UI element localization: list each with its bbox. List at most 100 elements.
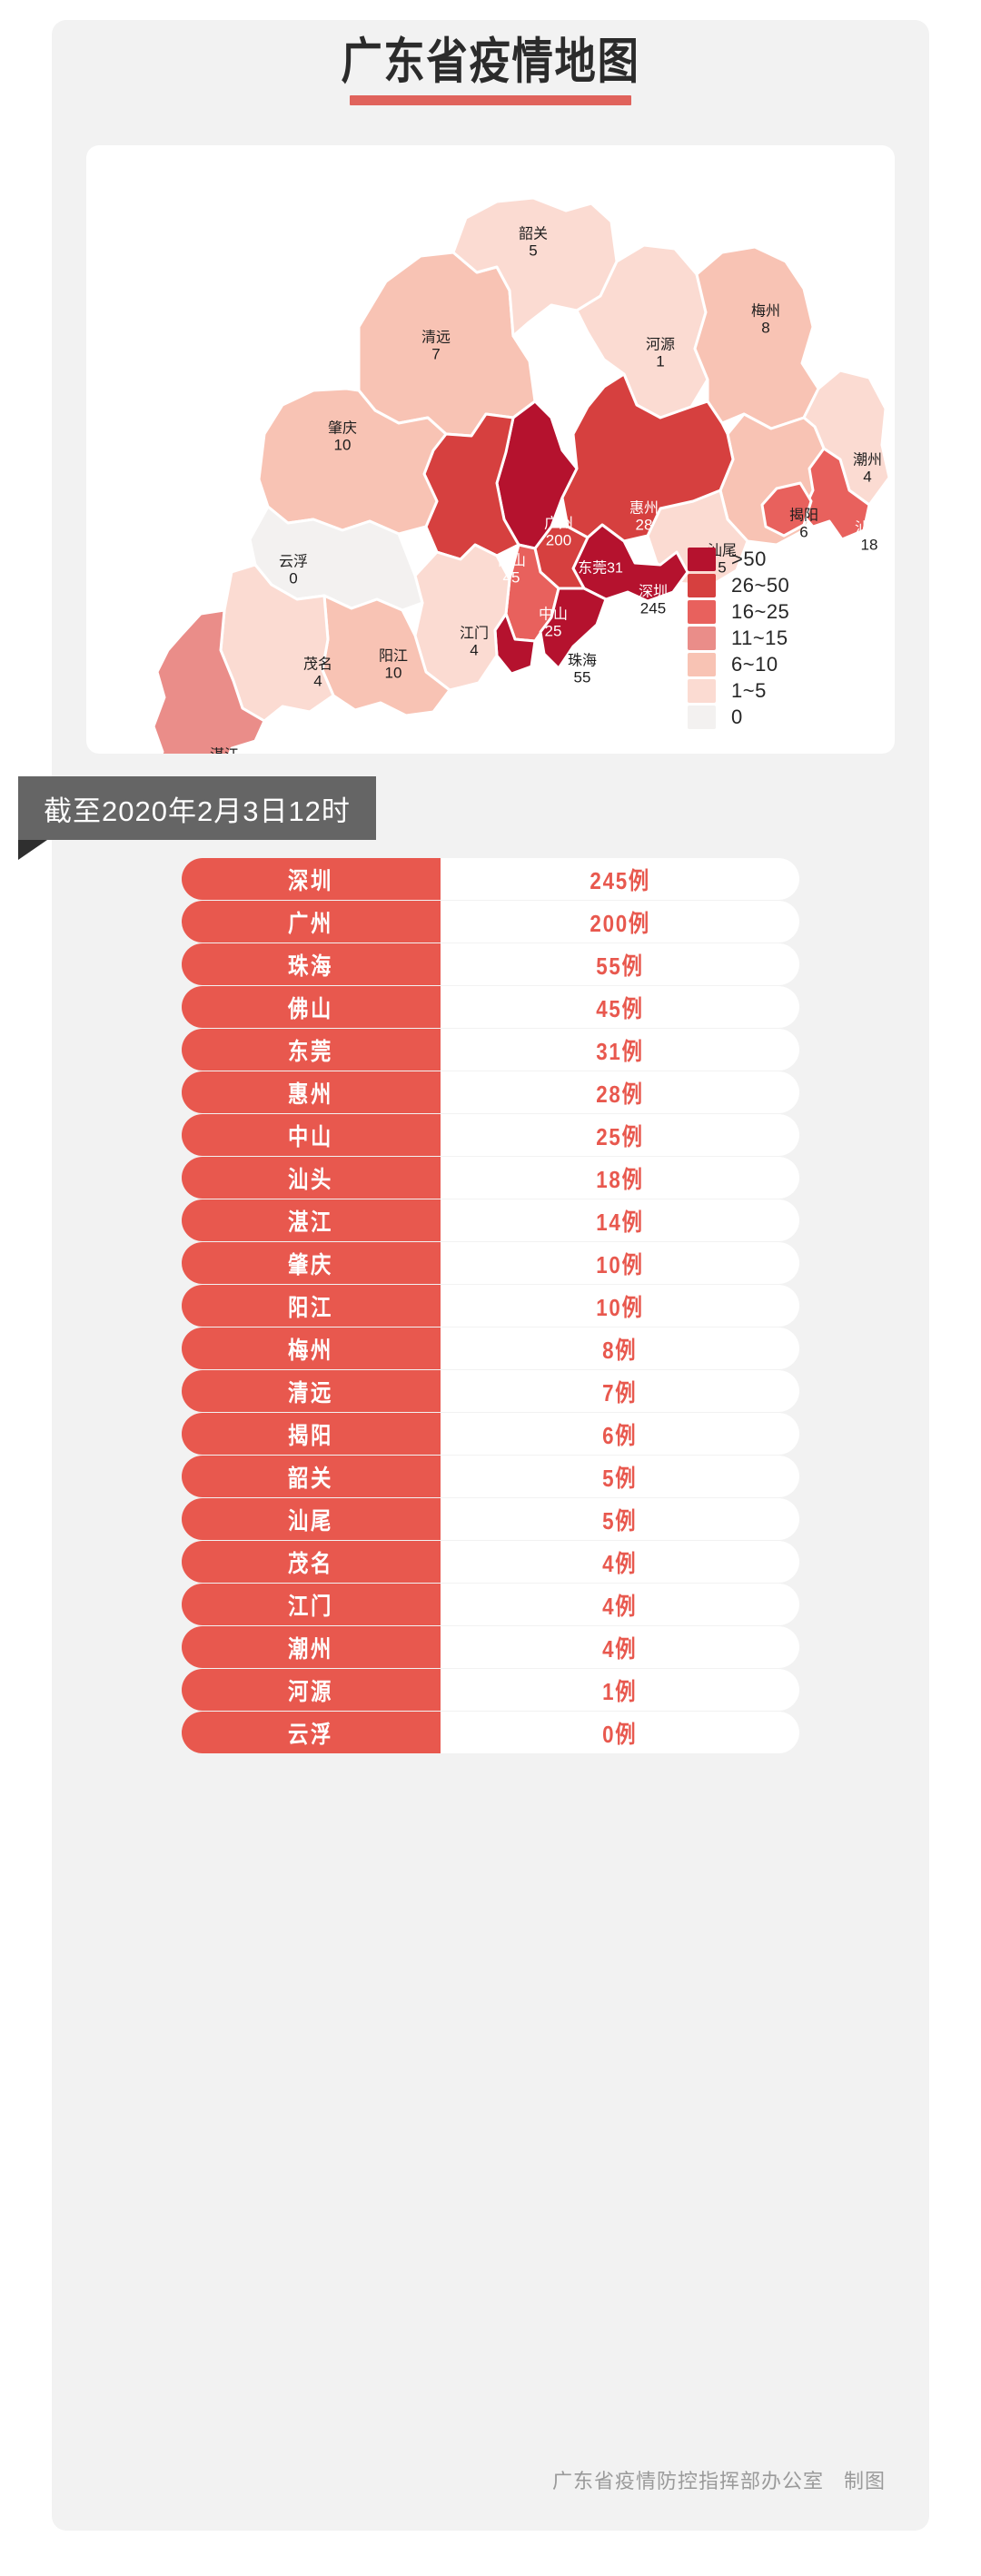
- legend-swatch: [688, 705, 716, 729]
- date-banner: 截至2020年2月3日12时: [18, 776, 376, 840]
- legend-row: 26~50: [688, 572, 860, 598]
- region-meizhou: [693, 245, 820, 430]
- table-cell-count: 4例: [441, 1584, 799, 1625]
- table-row: 珠海 55例: [182, 943, 799, 985]
- table-row: 东莞 31例: [182, 1029, 799, 1071]
- legend-row: 16~25: [688, 598, 860, 625]
- region-shantou-lobe: [760, 481, 813, 538]
- legend-swatch: [688, 678, 716, 703]
- table-cell-city: 韶关: [182, 1456, 441, 1497]
- table-cell-city: 湛江: [182, 1199, 441, 1241]
- region-huizhou: [560, 372, 735, 543]
- table-cell-city: 清远: [182, 1370, 441, 1412]
- table-cell-city: 阳江: [182, 1285, 441, 1327]
- city-case-table: 深圳 245例广州 200例 珠海 55例佛山 45例东莞 31例惠州 28例中山 25例汕头 1…: [182, 858, 799, 1754]
- table-city-label: 云浮: [288, 1720, 334, 1748]
- table-city-label: 湛江: [288, 1208, 334, 1236]
- table-city-label: 潮州: [288, 1634, 334, 1663]
- table-cell-city: 揭阳: [182, 1413, 441, 1455]
- table-city-label: 广州: [288, 909, 334, 937]
- table-cell-count: 4例: [441, 1626, 799, 1668]
- table-row: 湛江 14例: [182, 1199, 799, 1241]
- map-legend: >50 26~50 16~25 11~15 6~10 1~5 0: [688, 546, 860, 730]
- footer-credit-label: 制图: [843, 2470, 886, 2492]
- legend-row: 11~15: [688, 625, 860, 651]
- table-cell-count: 10例: [441, 1242, 799, 1284]
- region-zhanjiang: [152, 608, 266, 754]
- table-count-label: 28例: [596, 1080, 644, 1108]
- page-title: 广东省疫情地图: [0, 36, 981, 105]
- date-banner-text: 截至2020年2月3日12时: [44, 795, 351, 827]
- table-count-label: 25例: [596, 1122, 644, 1150]
- table-cell-city: 江门: [182, 1584, 441, 1625]
- table-row: 河源 1例: [182, 1669, 799, 1711]
- legend-label: 11~15: [731, 626, 788, 649]
- table-count-label: 4例: [602, 1634, 638, 1663]
- table-count-label: 6例: [602, 1421, 638, 1449]
- table-count-label: 45例: [596, 994, 644, 1022]
- table-row: 广州 200例: [182, 901, 799, 943]
- table-city-label: 揭阳: [288, 1421, 334, 1449]
- table-cell-count: 5例: [441, 1456, 799, 1497]
- table-cell-count: 6例: [441, 1413, 799, 1455]
- region-shantou: [800, 447, 871, 541]
- legend-swatch: [688, 573, 716, 597]
- table-city-label: 河源: [288, 1677, 334, 1705]
- table-cell-city: 深圳: [182, 858, 441, 900]
- date-banner-tail: [18, 840, 47, 860]
- table-row: 汕尾 5例: [182, 1498, 799, 1540]
- table-count-label: 8例: [602, 1336, 638, 1364]
- table-cell-city: 肇庆: [182, 1242, 441, 1284]
- table-city-label: 深圳: [288, 866, 334, 894]
- legend-swatch: [688, 652, 716, 676]
- table-cell-city: 茂名: [182, 1541, 441, 1583]
- table-count-label: 14例: [596, 1208, 644, 1236]
- table-count-label: 31例: [596, 1037, 644, 1065]
- table-cell-count: 8例: [441, 1327, 799, 1369]
- table-cell-count: 28例: [441, 1071, 799, 1113]
- table-cell-count: 4例: [441, 1541, 799, 1583]
- table-row: 惠州 28例: [182, 1071, 799, 1113]
- map-panel: 韶关 5 清远 7 河源 1 梅州 8 潮州 4 揭阳 6 汕头 18 汕尾 5 惠州 28 肇庆 10 云浮 0 茂名 4 阳…: [86, 145, 895, 754]
- table-count-label: 5例: [602, 1464, 638, 1492]
- table-city-label: 江门: [288, 1592, 334, 1620]
- legend-label: 6~10: [731, 652, 778, 676]
- table-cell-count: 18例: [441, 1157, 799, 1199]
- table-count-label: 4例: [602, 1592, 638, 1620]
- table-city-label: 肇庆: [288, 1250, 334, 1278]
- table-row: 江门 4例: [182, 1584, 799, 1625]
- table-row: 潮州 4例: [182, 1626, 799, 1668]
- table-count-label: 245例: [590, 866, 650, 894]
- table-cell-count: 200例: [441, 901, 799, 943]
- legend-row: 1~5: [688, 677, 860, 704]
- table-cell-city: 东莞: [182, 1029, 441, 1071]
- table-cell-count: 14例: [441, 1199, 799, 1241]
- table-city-label: 阳江: [288, 1293, 334, 1321]
- guangdong-choropleth-map: [152, 196, 891, 754]
- table-cell-count: 45例: [441, 986, 799, 1028]
- legend-row: >50: [688, 546, 860, 572]
- table-cell-count: 245例: [441, 858, 799, 900]
- table-cell-count: 31例: [441, 1029, 799, 1071]
- table-city-label: 汕头: [288, 1165, 334, 1193]
- legend-label: 26~50: [731, 573, 790, 597]
- table-cell-count: 5例: [441, 1498, 799, 1540]
- table-cell-city: 广州: [182, 901, 441, 943]
- table-row: 揭阳 6例: [182, 1413, 799, 1455]
- table-city-label: 珠海: [288, 952, 334, 980]
- table-row: 梅州 8例: [182, 1327, 799, 1369]
- table-count-label: 7例: [602, 1378, 638, 1406]
- table-cell-city: 汕头: [182, 1157, 441, 1199]
- table-count-label: 10例: [596, 1293, 644, 1321]
- table-row: 韶关 5例: [182, 1456, 799, 1497]
- table-city-label: 茂名: [288, 1549, 334, 1577]
- table-count-label: 1例: [602, 1677, 638, 1705]
- footer-credit: 广东省疫情防控指挥部办公室 制图: [0, 2465, 981, 2494]
- table-city-label: 梅州: [288, 1336, 334, 1364]
- table-city-label: 中山: [288, 1122, 334, 1150]
- table-city-label: 惠州: [288, 1080, 334, 1108]
- legend-label: 0: [731, 705, 743, 728]
- table-count-label: 0例: [602, 1720, 638, 1748]
- table-city-label: 佛山: [288, 994, 334, 1022]
